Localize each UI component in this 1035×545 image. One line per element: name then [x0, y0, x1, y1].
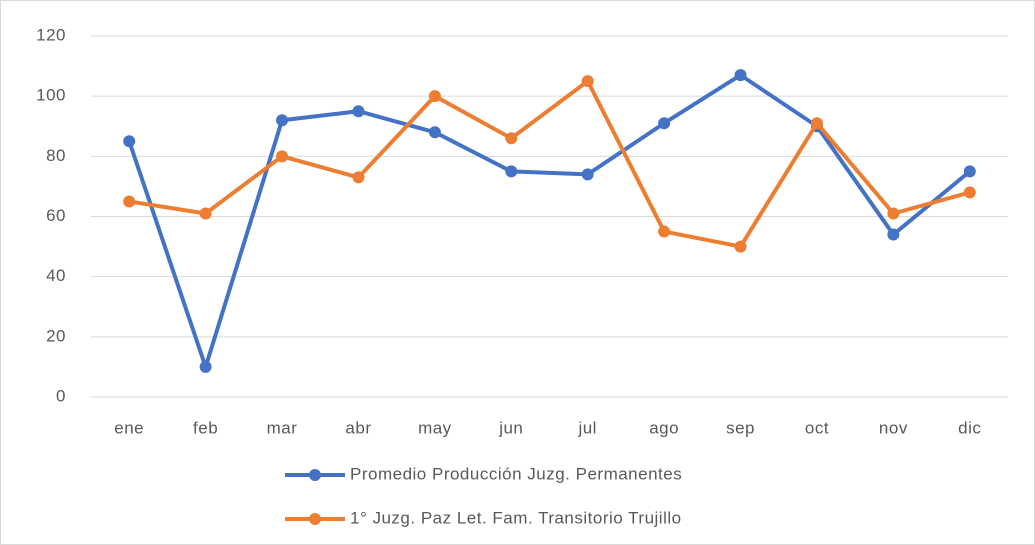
x-tick-label: sep [726, 418, 755, 437]
y-tick-label: 60 [46, 206, 66, 225]
x-tick-label: jun [498, 418, 523, 437]
series-marker [963, 186, 976, 199]
legend-marker [309, 469, 321, 481]
x-tick-label: may [418, 418, 452, 437]
series-marker [963, 165, 976, 178]
series-marker [352, 105, 365, 118]
legend-label: 1° Juzg. Paz Let. Fam. Transitorio Truji… [350, 508, 682, 527]
legend-label: Promedio Producción Juzg. Permanentes [350, 464, 682, 483]
series-marker [658, 117, 671, 130]
x-tick-label: mar [267, 418, 298, 437]
x-tick-label: feb [193, 418, 218, 437]
y-tick-label: 40 [46, 266, 66, 285]
series-marker [734, 69, 747, 82]
series-marker [810, 117, 823, 130]
series-marker [276, 114, 289, 127]
x-tick-label: ago [649, 418, 679, 437]
x-tick-label: dic [958, 418, 981, 437]
x-tick-label: ene [114, 418, 144, 437]
series-marker [505, 132, 518, 145]
series-marker [581, 75, 594, 88]
series-marker [428, 126, 441, 139]
x-tick-label: nov [879, 418, 908, 437]
series-marker [123, 195, 136, 208]
series-marker [887, 228, 900, 241]
series-marker [123, 135, 136, 148]
x-tick-label: jul [577, 418, 597, 437]
series-line [127, 73, 972, 369]
y-tick-label: 0 [56, 386, 66, 405]
y-tick-label: 80 [46, 146, 66, 165]
y-tick-label: 20 [46, 326, 66, 345]
x-tick-label: abr [345, 418, 371, 437]
series-marker [581, 168, 594, 181]
x-tick-label: oct [805, 418, 829, 437]
y-tick-label: 100 [36, 86, 66, 105]
series-marker [428, 90, 441, 103]
series-marker [199, 360, 212, 373]
series-marker [199, 207, 212, 220]
series-marker [658, 225, 671, 238]
legend-marker [309, 513, 321, 525]
series-marker [505, 165, 518, 178]
series-marker [734, 240, 747, 253]
series-line [128, 79, 971, 249]
series-marker [352, 171, 365, 184]
y-tick-label: 120 [36, 25, 66, 44]
series-marker [276, 150, 289, 163]
series-marker [887, 207, 900, 220]
